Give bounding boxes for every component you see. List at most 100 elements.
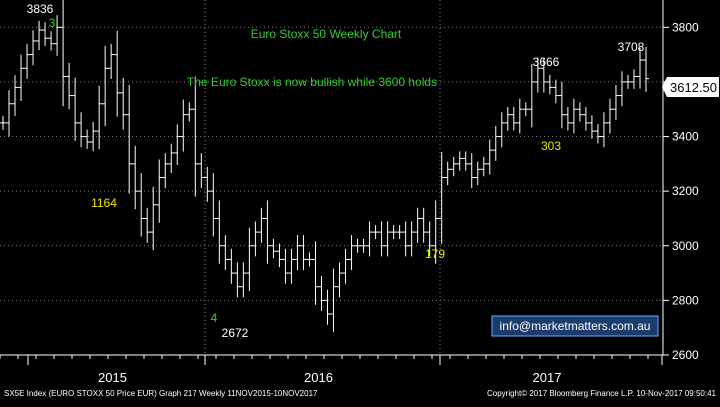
ohlc-bar bbox=[258, 207, 265, 243]
ohlc-bar bbox=[498, 112, 505, 148]
ohlc-bar bbox=[570, 98, 577, 134]
ohlc-bar bbox=[510, 106, 517, 131]
ohlc-bar bbox=[636, 47, 643, 89]
ohlc-bar bbox=[576, 102, 583, 122]
ohlc-bar bbox=[90, 121, 97, 152]
ohlc-bar bbox=[156, 159, 163, 223]
ohlc-bar bbox=[66, 62, 73, 110]
ohlc-bar bbox=[366, 221, 373, 257]
ohlc-bar bbox=[78, 112, 85, 148]
ohlc-bar bbox=[180, 99, 187, 152]
ohlc-bar bbox=[462, 151, 469, 171]
y-tick-label: 3800 bbox=[672, 20, 699, 34]
y-tick-label: 3400 bbox=[672, 130, 699, 144]
ohlc-bar bbox=[480, 156, 487, 177]
ohlc-bar bbox=[360, 238, 367, 253]
ohlc-bar bbox=[306, 252, 313, 267]
ohlc-bar bbox=[552, 79, 559, 104]
ohlc-bar bbox=[588, 115, 595, 139]
last-price-value: 3612.50 bbox=[670, 80, 717, 95]
ohlc-bar bbox=[624, 74, 631, 89]
last-price-tag-bg bbox=[662, 77, 719, 97]
last-price-tag: 3612.50 bbox=[662, 77, 719, 97]
ohlc-bar bbox=[216, 200, 223, 264]
ohlc-bar bbox=[192, 76, 199, 197]
ohlc-bar bbox=[162, 153, 169, 189]
point-label: 1164 bbox=[91, 196, 117, 210]
ohlc-bar bbox=[516, 98, 523, 134]
x-tick-label: 2016 bbox=[304, 370, 333, 385]
ohlc-bar bbox=[456, 151, 463, 171]
ohlc-bar bbox=[246, 227, 253, 292]
ohlc-bar bbox=[318, 276, 325, 312]
ohlc-bar bbox=[354, 238, 361, 253]
ohlc-bar bbox=[558, 81, 565, 129]
ohlc-bar bbox=[540, 57, 547, 93]
point-label: 179 bbox=[425, 247, 445, 261]
point-label: 303 bbox=[541, 139, 561, 153]
ohlc-bar bbox=[204, 166, 211, 202]
ohlc-bar bbox=[228, 248, 235, 284]
point-label: 3 bbox=[49, 16, 56, 30]
ohlc-bar bbox=[612, 84, 619, 120]
x-tick-label: 2017 bbox=[533, 370, 562, 385]
ohlc-bar bbox=[270, 238, 277, 259]
ohlc-bar bbox=[300, 235, 307, 271]
point-label: 3666 bbox=[533, 55, 560, 69]
ohlc-bar bbox=[36, 20, 43, 51]
contact-email: info@marketmatters.com.au bbox=[500, 319, 651, 333]
ohlc-bars bbox=[0, 0, 649, 333]
ohlc-bar bbox=[48, 31, 55, 51]
ohlc-bar bbox=[324, 289, 331, 325]
ohlc-bar bbox=[54, 15, 61, 56]
ohlc-bar bbox=[6, 90, 13, 137]
footer-left: SX5E Index (EURO STOXX 50 Price EUR) Gra… bbox=[4, 389, 318, 398]
ohlc-bar bbox=[390, 225, 397, 240]
ohlc-bar bbox=[84, 129, 91, 149]
point-label: 3708 bbox=[618, 40, 645, 54]
ohlc-bar bbox=[426, 221, 433, 257]
point-label: 4 bbox=[211, 311, 218, 325]
ohlc-bar bbox=[174, 124, 181, 166]
ohlc-bar bbox=[150, 186, 157, 251]
ohlc-bar bbox=[378, 221, 385, 257]
ohlc-bar bbox=[240, 262, 247, 298]
ohlc-bar bbox=[402, 221, 409, 257]
ohlc-bar bbox=[600, 112, 607, 148]
ohlc-bar bbox=[420, 207, 427, 243]
ohlc-bar bbox=[342, 248, 349, 284]
ohlc-bar bbox=[288, 248, 295, 284]
ohlc-bar bbox=[96, 85, 103, 150]
ohlc-bar bbox=[144, 207, 151, 243]
ohlc-bar bbox=[12, 75, 19, 116]
y-tick-label: 2800 bbox=[672, 293, 699, 307]
ohlc-bar bbox=[528, 63, 535, 128]
ohlc-bar bbox=[468, 153, 475, 189]
ohlc-bar bbox=[198, 153, 205, 189]
ohlc-bar bbox=[492, 125, 499, 161]
ohlc-bar bbox=[348, 235, 355, 271]
ohlc-bar bbox=[564, 106, 571, 131]
point-label: 3836 bbox=[27, 2, 54, 16]
ohlc-bar bbox=[522, 102, 529, 117]
ohlc-bar bbox=[438, 152, 445, 244]
ohlc-bar bbox=[24, 43, 31, 79]
ohlc-bar bbox=[102, 45, 109, 127]
ohlc-bar bbox=[336, 262, 343, 298]
ohlc-bar bbox=[114, 30, 121, 117]
chart-title: Euro Stoxx 50 Weekly Chart bbox=[251, 27, 402, 41]
ohlc-bar bbox=[186, 102, 193, 122]
ohlc-bar bbox=[312, 241, 319, 305]
ohlc-bar bbox=[330, 268, 337, 333]
ohlc-bar bbox=[396, 225, 403, 240]
ohlc-bar bbox=[210, 173, 217, 237]
ohlc-bar bbox=[0, 115, 6, 130]
ohlc-bar bbox=[72, 77, 79, 141]
ohlc-bar bbox=[282, 248, 289, 284]
ohlc-bar bbox=[474, 161, 481, 186]
ohlc-bar bbox=[168, 143, 175, 174]
ohlc-bar bbox=[414, 207, 421, 243]
ohlc-bar bbox=[384, 221, 391, 257]
